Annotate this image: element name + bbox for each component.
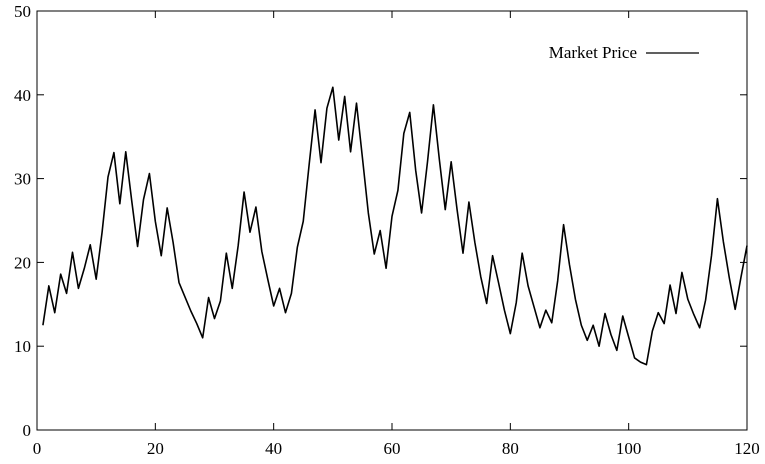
legend: Market Price: [549, 43, 699, 62]
y-axis: 0 10 20 30 40 50: [14, 2, 747, 440]
x-tick-label: 60: [384, 439, 401, 458]
x-tick-label: 20: [147, 439, 164, 458]
y-tick-label: 30: [14, 170, 31, 189]
x-tick-label: 120: [734, 439, 760, 458]
y-tick-label: 20: [14, 253, 31, 272]
x-tick-label: 0: [33, 439, 42, 458]
market-price-line: [42, 86, 748, 366]
y-tick-label: 10: [14, 337, 31, 356]
y-tick-label: 40: [14, 86, 31, 105]
x-tick-label: 40: [265, 439, 282, 458]
x-axis: 0 20 40 60 80 100 120: [33, 11, 760, 458]
y-tick-label: 50: [14, 2, 31, 21]
legend-label-market-price: Market Price: [549, 43, 637, 62]
y-tick-label: 0: [23, 421, 32, 440]
x-tick-label: 80: [502, 439, 519, 458]
x-tick-label: 100: [616, 439, 642, 458]
